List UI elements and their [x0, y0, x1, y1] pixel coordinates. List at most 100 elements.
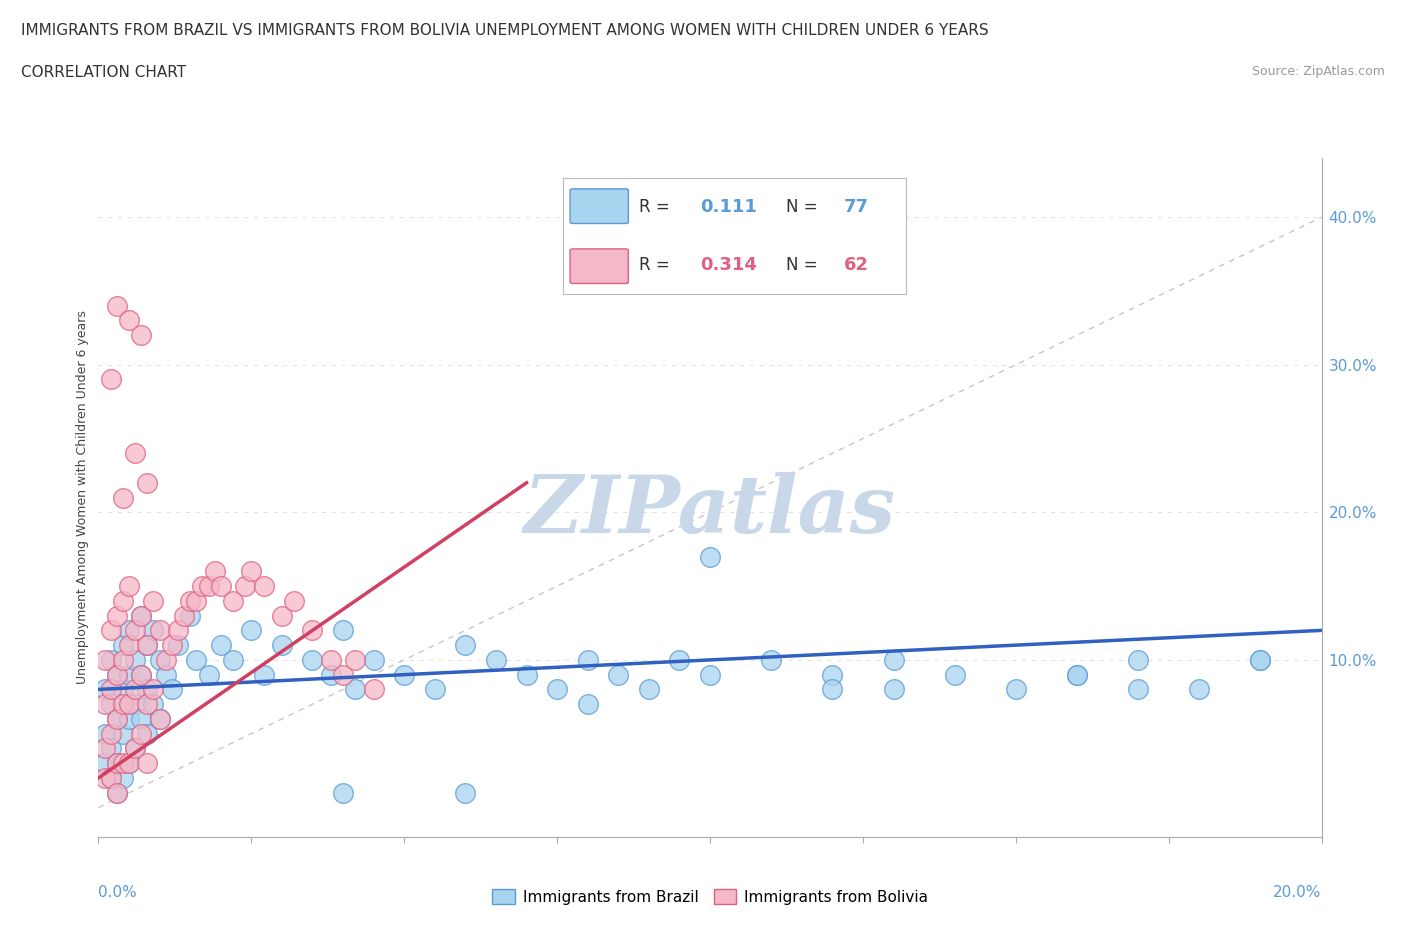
Point	[332, 667, 354, 682]
Point	[197, 578, 219, 593]
Point	[93, 771, 115, 786]
Point	[270, 608, 292, 623]
Point	[319, 667, 342, 682]
Point	[821, 667, 844, 682]
Point	[209, 638, 232, 653]
Point	[129, 608, 152, 623]
Point	[105, 711, 128, 726]
Point	[167, 638, 190, 653]
Point	[270, 638, 292, 653]
Point	[821, 682, 844, 697]
Point	[1004, 682, 1026, 697]
Point	[100, 726, 122, 741]
Point	[118, 578, 141, 593]
Point	[301, 623, 323, 638]
Point	[118, 756, 141, 771]
Point	[186, 653, 208, 668]
Point	[111, 593, 134, 608]
Point	[118, 756, 141, 771]
Point	[129, 711, 152, 726]
Point	[136, 756, 159, 771]
Point	[344, 682, 367, 697]
Text: IMMIGRANTS FROM BRAZIL VS IMMIGRANTS FROM BOLIVIA UNEMPLOYMENT AMONG WOMEN WITH : IMMIGRANTS FROM BRAZIL VS IMMIGRANTS FRO…	[21, 23, 988, 38]
Point	[222, 593, 245, 608]
Point	[100, 372, 122, 387]
Point	[699, 549, 721, 564]
Point	[111, 697, 134, 711]
Point	[111, 771, 134, 786]
Point	[105, 756, 128, 771]
Point	[607, 667, 630, 682]
Point	[136, 726, 159, 741]
Point	[118, 638, 141, 653]
Y-axis label: Unemployment Among Women with Children Under 6 years: Unemployment Among Women with Children U…	[76, 311, 90, 684]
Text: 0.0%: 0.0%	[98, 884, 138, 899]
Point	[179, 593, 201, 608]
Text: ZIPatlas: ZIPatlas	[524, 472, 896, 550]
Point	[173, 608, 195, 623]
Point	[149, 653, 172, 668]
Point	[155, 653, 177, 668]
Point	[111, 756, 134, 771]
Point	[124, 623, 146, 638]
Point	[576, 653, 599, 668]
Point	[319, 653, 342, 668]
Point	[100, 697, 122, 711]
Point	[93, 653, 115, 668]
Point	[883, 682, 905, 697]
Point	[546, 682, 568, 697]
Point	[759, 653, 782, 668]
Point	[454, 638, 477, 653]
Point	[129, 608, 152, 623]
Text: Source: ZipAtlas.com: Source: ZipAtlas.com	[1251, 65, 1385, 78]
Point	[124, 445, 146, 460]
Point	[149, 711, 172, 726]
Point	[142, 697, 165, 711]
Point	[93, 697, 115, 711]
Point	[124, 653, 146, 668]
Point	[129, 726, 152, 741]
Point	[105, 608, 128, 623]
Point	[883, 653, 905, 668]
Point	[1188, 682, 1211, 697]
Point	[332, 785, 354, 800]
Point	[100, 771, 122, 786]
Point	[93, 682, 115, 697]
Point	[149, 711, 172, 726]
Point	[167, 623, 190, 638]
Point	[100, 771, 122, 786]
Point	[124, 741, 146, 756]
Point	[209, 578, 232, 593]
Point	[363, 682, 385, 697]
Point	[392, 667, 416, 682]
Point	[105, 785, 128, 800]
Point	[155, 667, 177, 682]
Point	[1249, 653, 1271, 668]
Point	[454, 785, 477, 800]
Point	[105, 667, 128, 682]
Point	[197, 667, 219, 682]
Point	[93, 726, 115, 741]
Point	[118, 711, 141, 726]
Point	[136, 682, 159, 697]
Point	[100, 653, 122, 668]
Point	[105, 667, 128, 682]
Point	[100, 741, 122, 756]
Point	[129, 667, 152, 682]
Point	[160, 682, 183, 697]
Point	[1066, 667, 1088, 682]
Point	[111, 726, 134, 741]
Point	[118, 697, 141, 711]
Point	[252, 667, 274, 682]
Point	[1128, 682, 1150, 697]
Point	[283, 593, 305, 608]
Point	[136, 638, 159, 653]
Point	[179, 608, 201, 623]
Point	[136, 638, 159, 653]
Point	[105, 756, 128, 771]
Point	[105, 711, 128, 726]
Point	[191, 578, 214, 593]
Text: CORRELATION CHART: CORRELATION CHART	[21, 65, 186, 80]
Point	[240, 564, 263, 578]
Point	[100, 623, 122, 638]
